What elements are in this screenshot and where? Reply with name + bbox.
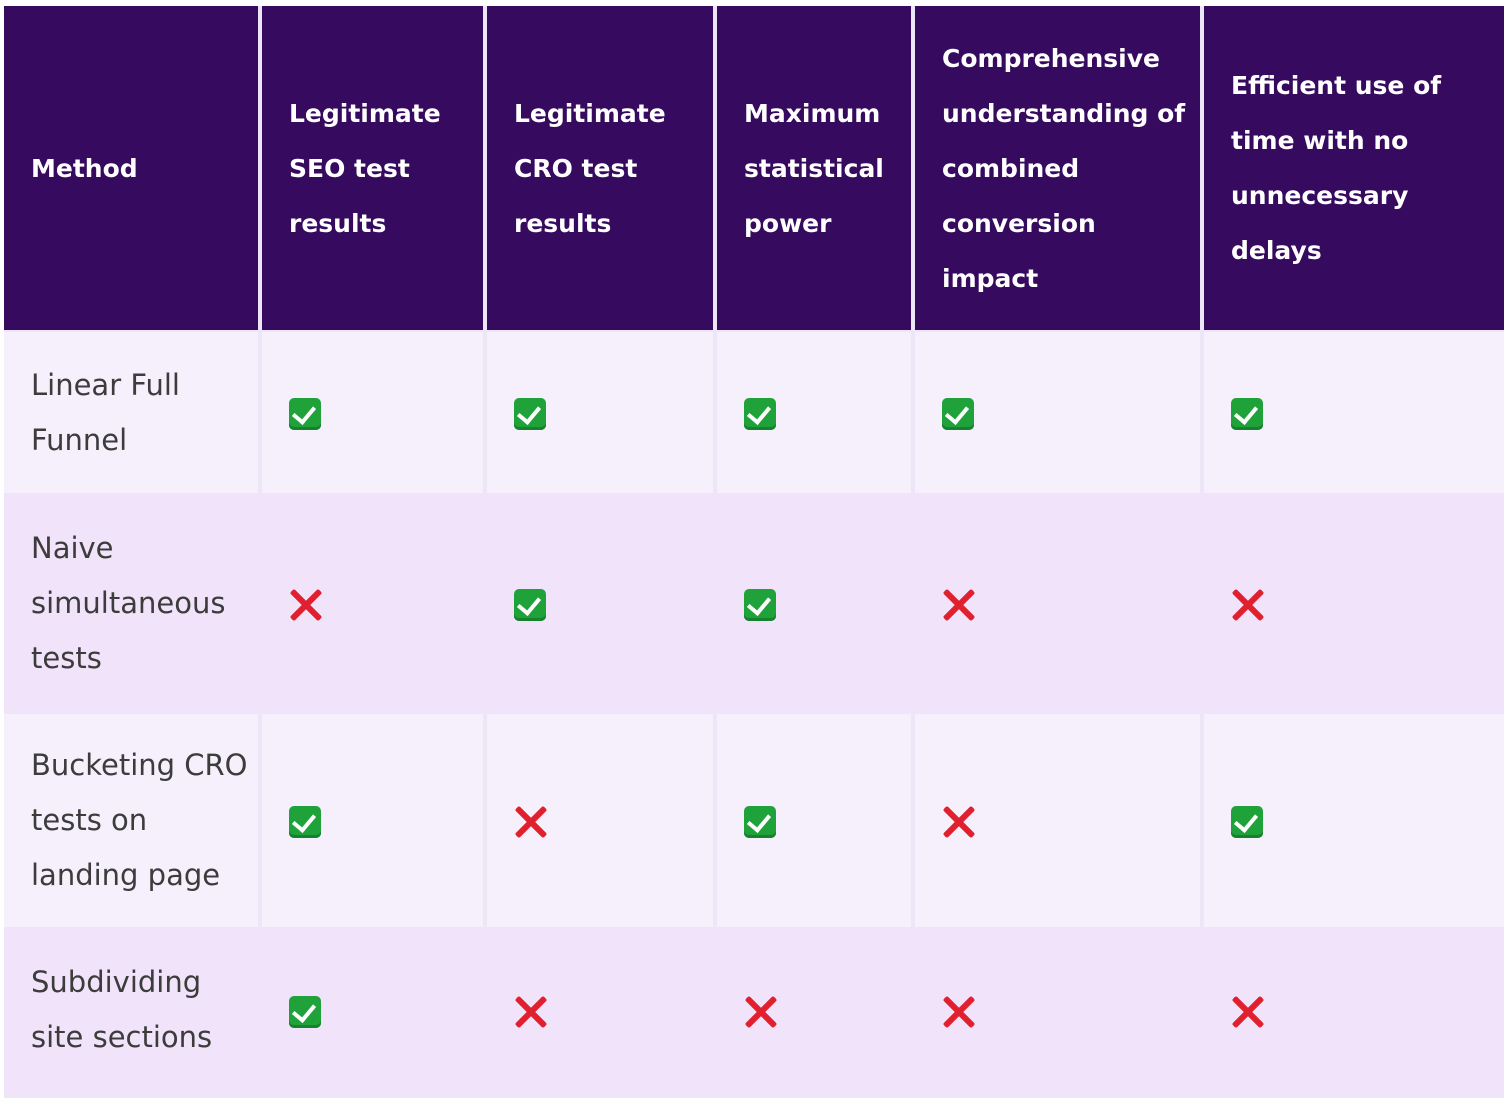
result-cell [717,493,915,714]
result-cell [262,332,487,493]
check-mark-icon [514,589,546,621]
check-mark-icon [744,589,776,621]
result-cell [915,332,1204,493]
result-cell [1204,493,1504,714]
cross-mark-icon [942,588,976,622]
check-mark-icon [289,398,321,430]
result-cell [1204,332,1504,493]
header-seo-results: Legitimate SEO test results [262,6,487,332]
result-cell [915,493,1204,714]
result-cell [1204,927,1504,1093]
header-method: Method [4,6,262,332]
header-row: Method Legitimate SEO test results Legit… [4,6,1504,332]
method-cell: Naive simultaneous tests [4,493,262,714]
comparison-table-container: Method Legitimate SEO test results Legit… [4,6,1504,1098]
check-mark-icon [1231,398,1263,430]
header-efficient-time: Efficient use of time with no unnecessar… [1204,6,1504,332]
result-cell [487,493,717,714]
method-label: Subdividing site sections [31,965,213,1054]
check-mark-icon [514,398,546,430]
result-cell [717,332,915,493]
check-mark-icon [1231,806,1263,838]
header-statistical-power: Maximum statistical power [717,6,915,332]
method-cell: Linear Full Funnel [4,332,262,493]
cross-mark-icon [514,995,548,1029]
result-cell [717,714,915,927]
cross-mark-icon [1231,995,1265,1029]
result-cell [1204,714,1504,927]
check-mark-icon [744,806,776,838]
cross-mark-icon [1231,588,1265,622]
header-cro-results: Legitimate CRO test results [487,6,717,332]
check-mark-icon [744,398,776,430]
method-cell: Bucketing CRO tests on landing page [4,714,262,927]
method-cell: Subdividing site sections [4,927,262,1093]
header-combined-impact: Comprehensive understanding of combined … [915,6,1204,332]
result-cell [915,927,1204,1093]
cross-mark-icon [942,805,976,839]
method-label: Bucketing CRO tests on landing page [31,748,248,892]
table-row: Subdividing site sections [4,927,1504,1093]
cross-mark-icon [289,588,323,622]
cross-mark-icon [744,995,778,1029]
result-cell [717,927,915,1093]
comparison-table: Method Legitimate SEO test results Legit… [4,6,1504,1093]
cross-mark-icon [942,995,976,1029]
table-row: Linear Full Funnel [4,332,1504,493]
check-mark-icon [942,398,974,430]
result-cell [262,927,487,1093]
result-cell [487,714,717,927]
result-cell [487,332,717,493]
cross-mark-icon [514,805,548,839]
table-row: Naive simultaneous tests [4,493,1504,714]
result-cell [262,493,487,714]
result-cell [487,927,717,1093]
result-cell [262,714,487,927]
method-label: Naive simultaneous tests [31,531,226,675]
check-mark-icon [289,806,321,838]
check-mark-icon [289,995,321,1028]
method-label: Linear Full Funnel [31,367,180,457]
result-cell [915,714,1204,927]
table-row: Bucketing CRO tests on landing page [4,714,1504,927]
